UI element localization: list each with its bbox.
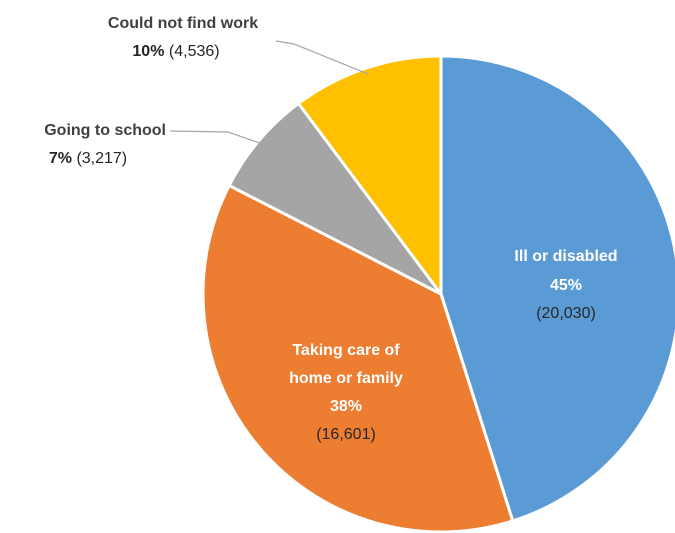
leader-line-could-not-find-work	[275, 40, 369, 75]
pie-slice-ill-or-disabled	[439, 54, 675, 523]
slice-label-could-not-find-work: Could not find work	[108, 15, 258, 32]
slice-label-ill-or-disabled: Ill or disabled	[514, 248, 617, 265]
slice-percent-taking-care: 38%	[330, 398, 362, 415]
slice-percent-going-to-school: 7%	[49, 150, 72, 167]
leader-line-going-to-school	[169, 130, 264, 145]
slice-label-taking-care-line1: Taking care of	[292, 342, 400, 359]
slice-count-taking-care: (16,601)	[316, 426, 376, 443]
leader-lines	[169, 40, 369, 145]
slice-value-going-to-school: 7% (3,217)	[49, 150, 127, 167]
pie-slice-taking-care-of-home-or-family	[201, 184, 515, 533]
slice-label-taking-care-line2: home or family	[289, 370, 403, 387]
slice-value-could-not-find-work: 10% (4,536)	[132, 43, 219, 60]
slice-count-going-to-school: (3,217)	[76, 150, 127, 167]
pie-slice-could-not-find-work	[296, 54, 443, 296]
slice-label-going-to-school: Going to school	[44, 122, 166, 139]
slice-count-ill-or-disabled: (20,030)	[536, 305, 596, 322]
slice-percent-could-not-find-work: 10%	[132, 43, 164, 60]
pie-slices	[201, 54, 675, 533]
slice-percent-ill-or-disabled: 45%	[550, 277, 582, 294]
slice-count-could-not-find-work: (4,536)	[169, 43, 220, 60]
pie-slice-going-to-school	[227, 101, 443, 296]
